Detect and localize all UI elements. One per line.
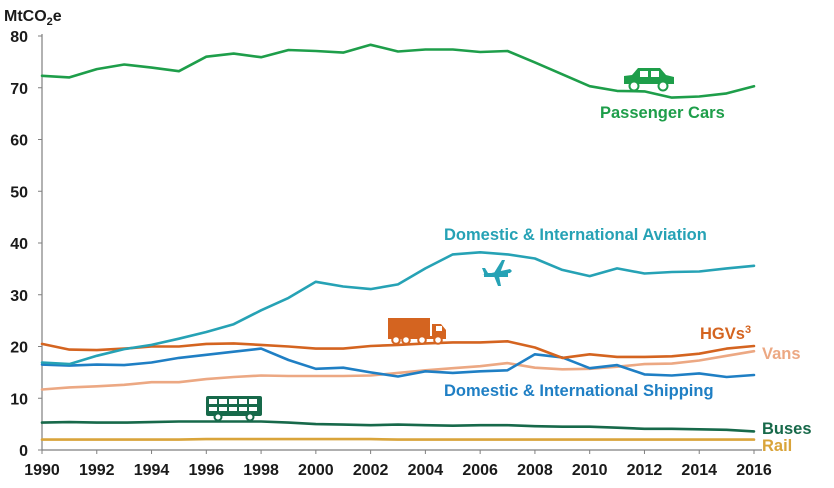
series-label-text: Domestic & International Aviation [444,226,707,244]
series-label-superscript: 3 [745,324,751,336]
x-tick-label: 2012 [627,462,663,479]
x-tick-label: 2006 [462,462,498,479]
y-tick-label: 10 [10,391,28,408]
y-tick-label: 70 [10,81,28,98]
y-tick-label: 0 [19,443,28,460]
y-tick-label: 30 [10,288,28,305]
x-tick-label: 1990 [24,462,60,479]
series-line-aviation [40,251,756,366]
series-icons [206,68,674,422]
y-tick-label: 40 [10,236,28,253]
x-tick-label: 2014 [681,462,717,479]
x-tick-label: 2010 [572,462,608,479]
bus-icon [206,396,262,422]
x-tick-label: 2016 [736,462,772,479]
series-label-text: Passenger Cars [600,104,725,122]
x-tick-label: 2000 [298,462,334,479]
series-label-rail: Rail [762,437,792,455]
x-tick-label: 1996 [189,462,225,479]
series-label-buses: Buses [762,420,812,438]
x-tick-label: 1998 [243,462,279,479]
x-tick-label: 2004 [408,462,444,479]
series-label-aviation: Domestic & International Aviation [444,226,707,244]
y-axis-unit-main: MtCO [4,8,47,25]
truck-icon [388,318,446,345]
series-labels: Passenger Cars Domestic & International A… [444,104,812,455]
x-tick-label: 2008 [517,462,553,479]
series-line-rail [40,437,756,441]
x-tick-label: 1994 [134,462,170,479]
y-tick-label: 80 [10,29,28,46]
series-label-hgvs: HGVs3 [700,324,751,343]
series-label-text: Vans [762,345,801,363]
series-label-cars: Passenger Cars [600,104,725,122]
y-tick-label: 60 [10,133,28,150]
x-tick-label: 1992 [79,462,115,479]
series-label-text: Rail [762,437,792,455]
series-label-text: Domestic & International Shipping [444,382,714,400]
series-line-hgvs [40,339,756,360]
y-axis-unit-tail: e [53,8,62,25]
airplane-icon [482,260,512,286]
series-label-text: Buses [762,420,812,438]
y-tick-label: 50 [10,184,28,201]
y-tick-label: 20 [10,340,28,357]
series-line-vans [40,349,756,391]
series-line-shipping [40,347,756,379]
y-axis-unit-subscript: 2 [47,16,53,28]
series-line-buses [40,420,756,433]
series-label-shipping: Domestic & International Shipping [444,382,714,400]
x-tick-label: 2002 [353,462,389,479]
car-icon [624,68,674,92]
series-label-vans: Vans [762,345,801,363]
y-axis-unit-label: MtCO2e [4,8,62,28]
axes: 0 10 20 30 40 50 60 70 80 1990 1992 1994 1996 1998 200… [10,29,772,479]
series-label-text: HGVs [700,325,745,343]
